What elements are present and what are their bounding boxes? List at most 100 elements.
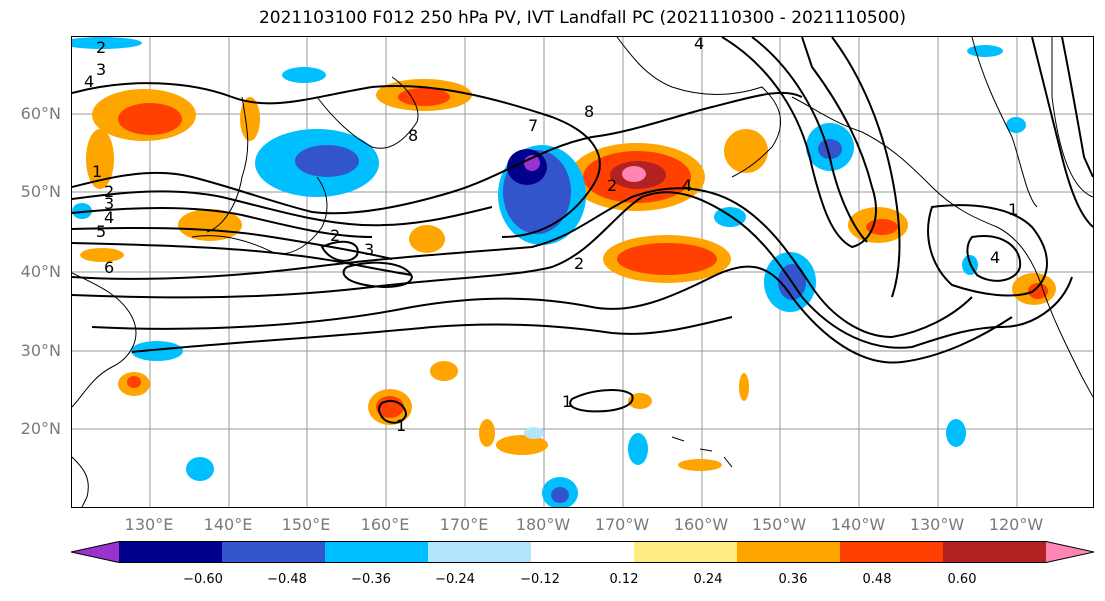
ivt-contour-line [72,242,413,276]
pv-positive-blob [724,129,768,173]
pv-positive-blob [739,373,749,401]
pv-positive-max [622,166,646,182]
colorbar-segment [222,541,326,563]
contour-label: 1 [92,162,102,181]
lon-label-150e: 150°E [281,515,331,534]
ivt-contour-line [72,187,973,339]
pv-positive-core [398,88,450,106]
ivt-contour-line [1061,37,1093,178]
lon-label-160w: 160°W [673,515,729,534]
pv-positive-core [127,376,141,388]
colorbar-tick: 0.60 [947,572,977,587]
ivt-contour-line [72,190,493,227]
lat-label-40n: 40°N [20,262,61,281]
pv-positive-blob [80,248,124,262]
contour-label: 3 [96,60,106,79]
lat-label-50n: 50°N [20,182,61,201]
ivt-contour-line [91,265,1013,364]
colorbar-segment [943,541,1047,563]
ivt-contour-line [131,316,733,353]
colorbar-tick: 0.24 [693,572,723,587]
colorbar-segment [119,541,223,563]
lon-label-140w: 140°W [830,515,886,534]
contour-label: 3 [104,194,114,213]
pv-positive-core [1028,283,1048,299]
colorbar-tick: −0.12 [520,572,560,587]
map-panel: 2 3 4 2 3 4 5 6 2 3 7 8 8 2 4 2 4 1 4 1 … [71,36,1094,508]
ivt-contour-line [831,37,901,298]
colorbar-extend-low [71,541,119,563]
contour-label: 2 [96,38,106,57]
pv-positive-blob [678,459,722,471]
pv-positive-blob [430,361,458,381]
ivt-contour-line [966,235,1022,282]
contour-label: 5 [96,222,106,241]
ivt-contour-line [1031,37,1093,228]
pv-positive-blob [628,393,652,409]
ivt-contour-line [569,389,634,413]
pv-negative-blob [946,419,966,447]
map-canvas: 2 3 4 2 3 4 5 6 2 3 7 8 8 2 4 2 4 1 4 1 … [72,37,1093,507]
colorbar-tick: 0.48 [862,572,892,587]
pv-negative-blob [282,67,326,83]
contour-label: 1 [1008,200,1018,219]
ivt-contour-line [927,204,1048,297]
ivt-contour-line [342,261,414,288]
pv-negative-blob [72,203,92,219]
pv-negative-blob [1006,117,1026,133]
pv-negative-blob [186,457,214,481]
contour-labels: 2 3 4 2 3 4 5 6 2 3 7 8 8 2 4 2 4 1 4 1 … [84,37,1018,435]
ivt-contour-line [72,82,601,238]
colorbar-segment [737,541,841,563]
contour-label: 2 [104,182,114,201]
lon-label-130w: 130°W [909,515,965,534]
pv-positive-blob [409,225,445,253]
contour-label: 4 [694,37,704,53]
lon-label-130e: 130°E [124,515,174,534]
ivt-contour-line [721,37,877,249]
lat-label-20n: 20°N [20,419,61,438]
pv-negative-core [551,487,569,503]
contour-label: 8 [408,126,418,145]
ivt-contour-line [751,37,868,243]
ivt-contour-line [378,399,408,424]
colorbar-segment [840,541,944,563]
lon-label-150w: 150°W [751,515,807,534]
pv-negative-blob [72,37,142,49]
contour-label: 8 [584,102,594,121]
contour-label: 4 [104,208,114,227]
lon-label-170w: 170°W [594,515,650,534]
pv-negative-blob [967,45,1003,57]
contour-label: 2 [330,226,340,245]
pv-positive-core [617,243,717,275]
map-title: 2021103100 F012 250 hPa PV, IVT Landfall… [258,8,906,28]
pv-positive-core [118,103,182,135]
pv-negative-core [295,145,359,177]
pv-positive-blob [479,419,495,447]
pv-positive-blob [86,129,114,189]
contour-label: 4 [84,72,94,91]
colorbar-extend-high [1046,541,1094,563]
colorbar-outline [71,541,1094,563]
colorbar-segment [634,541,738,563]
pv-positive-blob [240,97,260,141]
colorbar-segment [428,541,532,563]
contour-label: 4 [682,176,692,195]
colorbar-tick: −0.24 [435,572,475,587]
lon-label-140e: 140°E [203,515,253,534]
colorbar-segment [531,541,635,563]
lon-label-180w: 180°W [515,515,571,534]
contour-label: 1 [562,392,572,411]
lon-label-160e: 160°E [360,515,410,534]
colorbar-tick: 0.12 [609,572,639,587]
lat-label-60n: 60°N [20,104,61,123]
ivt-contour-line [320,240,359,262]
colorbar-tick: −0.48 [267,572,307,587]
contour-label: 7 [528,116,538,135]
pv-negative-weak [524,427,544,439]
colorbar-tick: −0.60 [183,572,223,587]
ivt-contour-line [72,91,803,215]
contour-label: 4 [990,248,1000,267]
ivt-contour-line [72,191,1073,349]
ivt-contours [72,37,1093,424]
